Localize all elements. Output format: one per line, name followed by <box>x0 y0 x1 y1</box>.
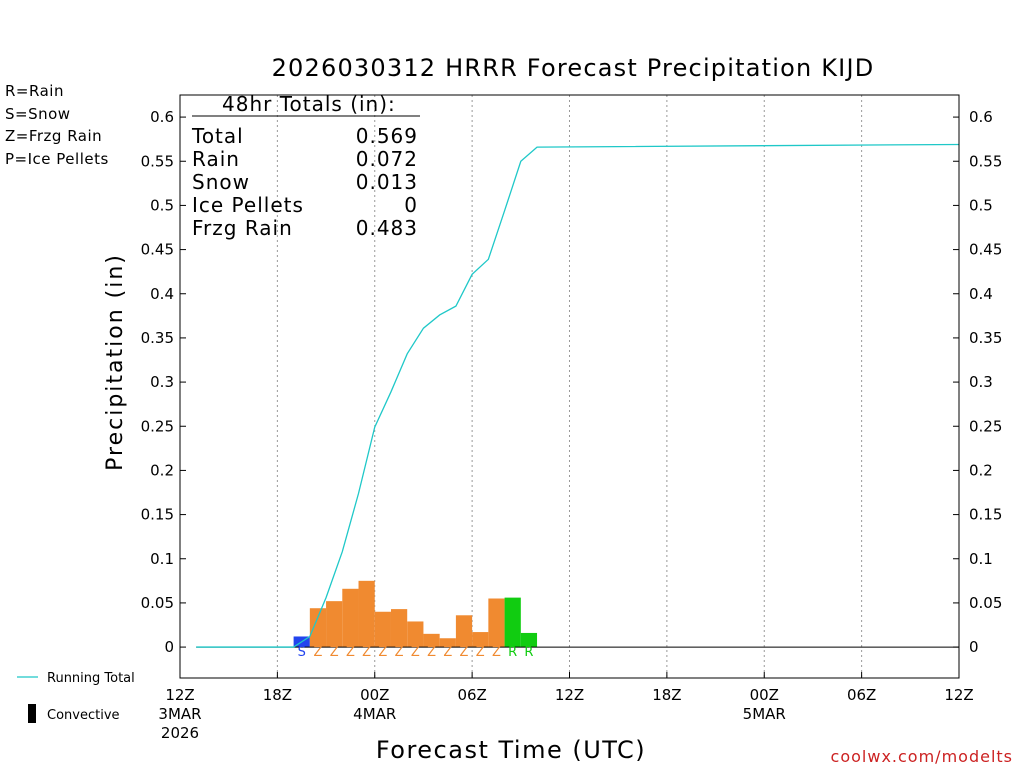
y-tick-label: 0.5 <box>969 196 993 214</box>
ptype-label: Z <box>313 645 322 660</box>
precip-bar <box>439 638 456 648</box>
ptype-label: Z <box>476 645 485 660</box>
credit-text: coolwx.com/modelts <box>831 747 1013 766</box>
y-tick-label: 0.55 <box>141 152 174 170</box>
y-tick-label: 0.05 <box>969 594 1002 612</box>
y-tick-label: 0 <box>164 638 174 656</box>
ptype-label: S <box>298 645 306 660</box>
ptype-label: Z <box>362 645 371 660</box>
y-tick-label: 0.1 <box>150 550 174 568</box>
y-tick-label: 0.2 <box>969 461 993 479</box>
precip-bar <box>390 609 408 648</box>
x-tick-label: 06Z <box>847 686 876 704</box>
ptype-label: Z <box>330 645 339 660</box>
ptype-label: R <box>524 645 533 660</box>
x-axis-label: Forecast Time (UTC) <box>376 736 646 764</box>
x-tick-date: 5MAR <box>743 705 786 723</box>
ptype-label: Z <box>395 645 404 660</box>
ptype-label: Z <box>443 645 452 660</box>
ptype-label: Z <box>346 645 355 660</box>
x-tick-date: 3MAR <box>158 705 201 723</box>
running-total-line <box>196 143 960 648</box>
legend-convective: Convective <box>47 708 120 723</box>
y-axis: 0 0 0.05 0.05 0.1 0.1 0.15 0.15 0.2 0.2 0.25 0.25 0.… <box>141 108 1003 656</box>
ptype-label: Z <box>378 645 387 660</box>
chart-title: 2026030312 HRRR Forecast Precipitation K… <box>272 54 875 82</box>
y-tick-label: 0.5 <box>150 196 174 214</box>
precip-bar <box>423 633 440 648</box>
bar-series <box>293 580 538 648</box>
totals-box: 48hr Totals (in): Total 0.569 Rain 0.072… <box>191 92 420 240</box>
y-axis-label: Precipitation (in) <box>103 253 128 471</box>
ptype-label: Z <box>427 645 436 660</box>
ptype-label: R <box>508 645 517 660</box>
totals-label: Rain <box>192 147 240 171</box>
y-tick-label: 0.05 <box>141 594 174 612</box>
y-tick-label: 0 <box>969 638 979 656</box>
y-tick-label: 0.45 <box>141 241 174 259</box>
legend-rain: R=Rain <box>5 82 64 100</box>
y-tick-label: 0.6 <box>969 108 993 126</box>
totals-label: Frzg Rain <box>192 216 293 240</box>
y-tick-label: 0.4 <box>150 285 174 303</box>
precip-bar <box>374 611 391 648</box>
y-tick-label: 0.45 <box>969 241 1002 259</box>
y-tick-label: 0.1 <box>969 550 993 568</box>
ptype-label: Z <box>411 645 420 660</box>
totals-value: 0.483 <box>356 216 418 240</box>
totals-value: 0.013 <box>356 170 418 194</box>
y-tick-label: 0.2 <box>150 461 174 479</box>
precip-bar <box>342 588 359 648</box>
ptype-label: Z <box>460 645 469 660</box>
precip-bar <box>504 597 521 648</box>
y-tick-label: 0.3 <box>969 373 993 391</box>
legend-snow: S=Snow <box>5 105 71 123</box>
y-tick-label: 0.15 <box>141 506 174 524</box>
totals-value: 0 <box>404 193 418 217</box>
y-tick-label: 0.35 <box>969 329 1002 347</box>
precip-bar <box>407 621 424 648</box>
convective-swatch <box>28 704 36 723</box>
y-tick-label: 0.15 <box>969 506 1002 524</box>
totals-header: 48hr Totals (in): <box>222 92 396 116</box>
y-tick-label: 0.25 <box>969 417 1002 435</box>
legend-running-total: Running Total <box>47 671 135 686</box>
ptype-label: Z <box>492 645 501 660</box>
totals-label: Snow <box>192 170 250 194</box>
x-tick-label: 12Z <box>555 686 584 704</box>
precip-bar <box>326 601 343 648</box>
x-tick-label: 18Z <box>263 686 292 704</box>
totals-value: 0.569 <box>356 124 418 148</box>
totals-label: Total <box>191 124 244 148</box>
y-tick-label: 0.4 <box>969 285 993 303</box>
totals-label: Ice Pellets <box>192 193 304 217</box>
x-tick-year: 2026 <box>161 724 199 742</box>
precip-bar <box>358 580 375 648</box>
y-tick-label: 0.6 <box>150 108 174 126</box>
y-tick-label: 0.55 <box>969 152 1002 170</box>
precip-bar <box>488 598 505 648</box>
x-tick-date: 4MAR <box>353 705 396 723</box>
legend-frzg-rain: Z=Frzg Rain <box>5 127 102 145</box>
precip-bar <box>520 632 538 648</box>
y-tick-label: 0.25 <box>141 417 174 435</box>
x-tick-label: 12Z <box>165 686 194 704</box>
x-tick-label: 00Z <box>360 686 389 704</box>
legend-ice-pellets: P=Ice Pellets <box>5 150 109 168</box>
precip-bar <box>309 608 327 648</box>
precip-bar <box>455 615 473 648</box>
x-tick-label: 18Z <box>652 686 681 704</box>
x-tick-label: 12Z <box>944 686 973 704</box>
x-tick-label: 00Z <box>750 686 779 704</box>
y-tick-label: 0.35 <box>141 329 174 347</box>
precip-bar <box>472 632 489 648</box>
x-tick-label: 06Z <box>457 686 486 704</box>
totals-value: 0.072 <box>356 147 418 171</box>
y-tick-label: 0.3 <box>150 373 174 391</box>
